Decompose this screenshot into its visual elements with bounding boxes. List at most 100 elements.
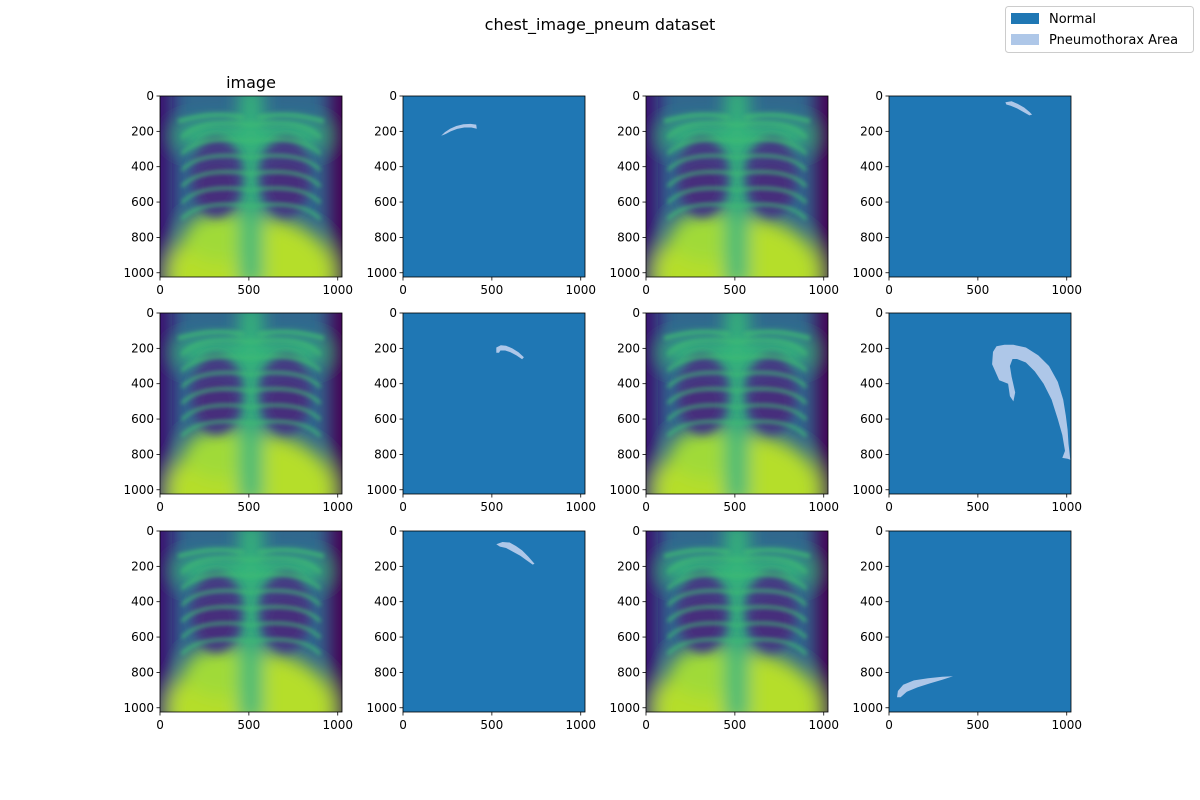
y-tick-label: 800 — [617, 447, 640, 461]
y-tick-label: 800 — [131, 230, 154, 244]
x-tick-label: 1000 — [1051, 718, 1082, 732]
pneumothorax-area — [1005, 101, 1033, 116]
xray-ribs — [663, 329, 811, 438]
plot-area — [160, 96, 342, 277]
y-tick-label: 800 — [374, 447, 397, 461]
y-tick-label: 400 — [617, 595, 640, 609]
x-tick-label: 1000 — [565, 718, 596, 732]
x-tick-label: 500 — [237, 718, 260, 732]
y-tick-label: 600 — [374, 630, 397, 644]
y-tick-label: 800 — [374, 665, 397, 679]
plot-area — [646, 313, 828, 494]
axes-frame — [888, 312, 1072, 495]
x-tick-label: 0 — [399, 718, 407, 732]
y-tick-label: 800 — [860, 447, 883, 461]
y-tick-label: 800 — [131, 665, 154, 679]
x-tick-label: 1000 — [1051, 283, 1082, 297]
x-tick-label: 1000 — [565, 500, 596, 514]
y-tick-label: 600 — [860, 412, 883, 426]
y-tick-label: 800 — [860, 665, 883, 679]
mask-background — [889, 313, 1071, 494]
xray-ribs — [177, 112, 325, 221]
axes-frame — [888, 530, 1072, 713]
y-tick-label: 600 — [374, 412, 397, 426]
y-tick-label: 0 — [875, 306, 883, 320]
x-tick-label: 1000 — [808, 718, 839, 732]
y-tick-label: 0 — [146, 306, 154, 320]
y-tick-label: 0 — [632, 89, 640, 103]
y-tick-label: 400 — [131, 160, 154, 174]
y-tick-label: 0 — [875, 89, 883, 103]
legend: Normal Pneumothorax Area — [1005, 6, 1194, 53]
y-tick-label: 200 — [131, 124, 154, 138]
x-tick-label: 0 — [885, 500, 893, 514]
plot-area — [403, 313, 585, 494]
y-tick-label: 0 — [389, 524, 397, 538]
axes-frame — [402, 530, 586, 713]
y-tick-label: 800 — [860, 230, 883, 244]
y-tick-label: 400 — [374, 160, 397, 174]
legend-swatch-normal — [1011, 13, 1039, 24]
mask-background — [403, 313, 585, 494]
xray-ribs — [663, 112, 811, 221]
axes-title: image — [226, 73, 276, 92]
axes-frame — [645, 95, 829, 278]
y-tick-label: 200 — [860, 559, 883, 573]
x-tick-label: 500 — [966, 283, 989, 297]
y-tick-label: 1000 — [123, 266, 154, 280]
y-tick-label: 600 — [131, 412, 154, 426]
xray-ribs — [177, 547, 325, 656]
x-tick-label: 0 — [156, 283, 164, 297]
x-tick-label: 1000 — [565, 283, 596, 297]
y-tick-label: 800 — [374, 230, 397, 244]
plot-area — [403, 531, 585, 712]
pneumothorax-area — [897, 676, 953, 698]
mask-background — [403, 96, 585, 277]
y-tick-label: 1000 — [366, 483, 397, 497]
legend-frame — [1005, 6, 1194, 53]
y-tick-label: 1000 — [123, 701, 154, 715]
xray-body — [160, 313, 342, 494]
y-tick-label: 200 — [617, 559, 640, 573]
y-tick-label: 800 — [131, 447, 154, 461]
y-tick-label: 600 — [860, 195, 883, 209]
axes-frame — [402, 95, 586, 278]
x-tick-label: 500 — [723, 500, 746, 514]
plot-area — [889, 96, 1071, 277]
x-tick-label: 500 — [237, 283, 260, 297]
y-tick-label: 600 — [131, 195, 154, 209]
y-tick-label: 200 — [374, 341, 397, 355]
xray-ribs — [177, 329, 325, 438]
axes-frame — [159, 530, 343, 713]
y-tick-label: 400 — [617, 377, 640, 391]
x-tick-label: 1000 — [322, 718, 353, 732]
y-tick-label: 600 — [131, 630, 154, 644]
pneumothorax-area — [992, 344, 1071, 460]
legend-label-pneumothorax: Pneumothorax Area — [1049, 33, 1178, 48]
x-tick-label: 1000 — [322, 283, 353, 297]
x-tick-label: 0 — [399, 500, 407, 514]
y-tick-label: 200 — [374, 124, 397, 138]
y-tick-label: 1000 — [123, 483, 154, 497]
axes-frame — [888, 95, 1072, 278]
y-tick-label: 1000 — [366, 701, 397, 715]
legend-swatch-pneumothorax — [1011, 34, 1039, 45]
x-tick-label: 0 — [885, 283, 893, 297]
y-tick-label: 1000 — [852, 483, 883, 497]
axes-frame — [645, 312, 829, 495]
y-tick-label: 1000 — [609, 701, 640, 715]
y-tick-label: 400 — [131, 377, 154, 391]
y-tick-label: 0 — [389, 306, 397, 320]
pneumothorax-area — [496, 542, 535, 565]
x-tick-label: 0 — [156, 500, 164, 514]
plot-area — [889, 313, 1071, 494]
y-tick-label: 400 — [860, 377, 883, 391]
